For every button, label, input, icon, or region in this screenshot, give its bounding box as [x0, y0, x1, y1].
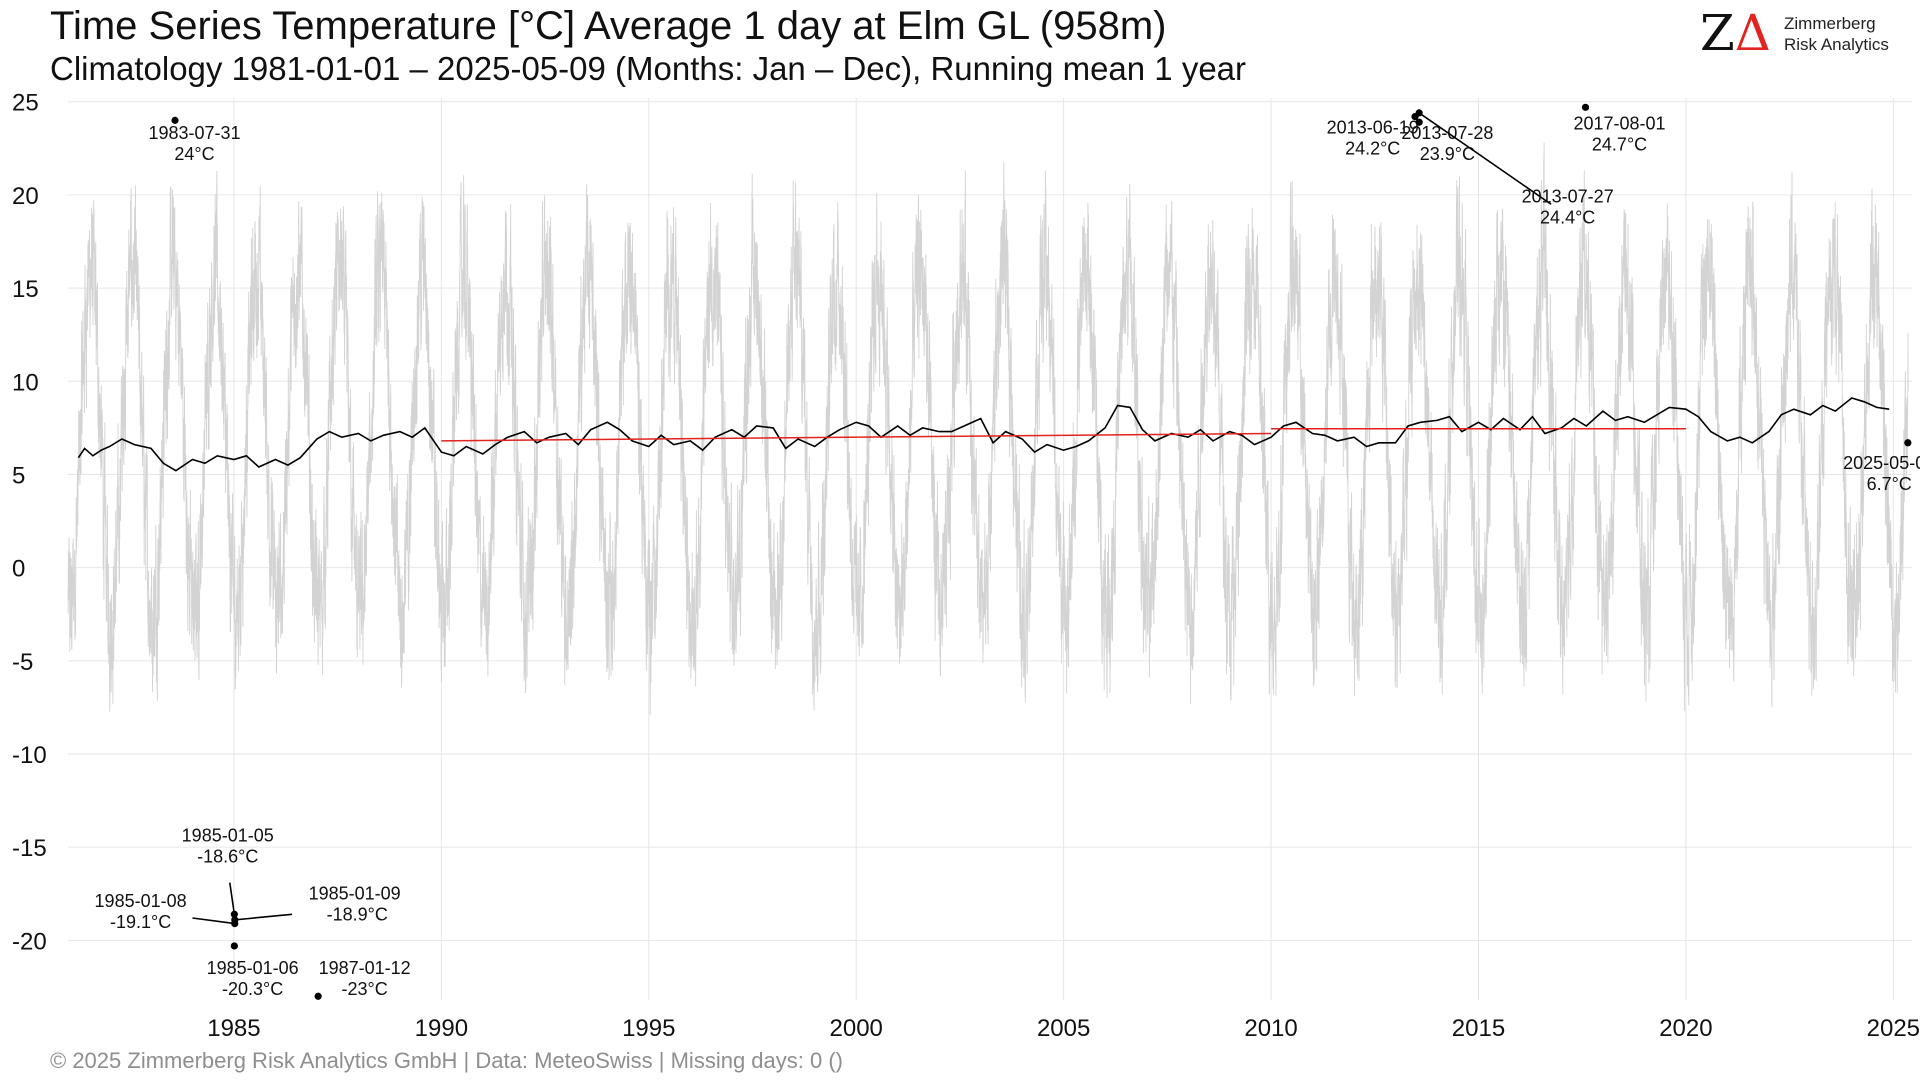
x-tick-label: 1990 [415, 1015, 468, 1042]
x-tick-label: 2010 [1244, 1015, 1297, 1042]
annotation-date: 2025-05-09 [1843, 453, 1920, 473]
x-tick-label: 2005 [1037, 1015, 1090, 1042]
annotation-date: 1985-01-05 [182, 826, 274, 846]
logo-subtitle: Risk Analytics [1784, 35, 1889, 54]
extreme-point [231, 916, 239, 924]
x-tick-label: 2015 [1452, 1015, 1505, 1042]
annotation-date: 1987-01-12 [319, 958, 411, 978]
annotation-leader [228, 882, 236, 915]
extreme-annotations: 1983-07-3124°C2013-06-1924.2°C2013-07-28… [95, 103, 1920, 1000]
decadal-mean-line [441, 432, 1272, 442]
annotation-value: 6.7°C [1867, 474, 1912, 494]
x-tick-label: 2000 [830, 1015, 883, 1042]
footer-credits: © 2025 Zimmerberg Risk Analytics GmbH | … [50, 1048, 843, 1073]
company-logo: ZΔ Zimmerberg Risk Analytics [1700, 8, 1910, 58]
annotation-date: 1985-01-06 [207, 958, 299, 978]
annotation-value: -19.1°C [110, 912, 171, 932]
logo-name: Zimmerberg [1784, 14, 1876, 33]
logo-delta-glyph: Δ [1734, 4, 1771, 62]
y-tick-label: -15 [12, 835, 47, 862]
y-tick-label: 20 [12, 183, 39, 210]
annotation-value: -23°C [342, 979, 388, 999]
annotation-value: 24.2°C [1345, 138, 1400, 158]
extreme-point [230, 942, 238, 950]
extreme-point [171, 116, 179, 124]
annotation-value: -18.6°C [197, 847, 258, 867]
y-tick-label: 15 [12, 276, 39, 303]
extreme-point [1415, 118, 1423, 126]
y-tick-label: -10 [12, 742, 47, 769]
extreme-point [230, 910, 238, 918]
chart-subtitle: Climatology 1981-01-01 – 2025-05-09 (Mon… [50, 50, 1247, 87]
annotation-value: -18.9°C [327, 904, 388, 924]
extreme-point [1904, 439, 1912, 447]
annotation-value: 24.7°C [1592, 135, 1647, 155]
annotation-value: 23.9°C [1420, 144, 1475, 164]
x-tick-label: 2025 [1867, 1015, 1920, 1042]
daily-temperature-line [67, 142, 1909, 716]
y-tick-label: -5 [12, 649, 33, 676]
annotation-date: 2013-07-27 [1522, 186, 1614, 206]
chart-title: Time Series Temperature [°C] Average 1 d… [50, 4, 1167, 48]
annotation-value: 24°C [174, 144, 214, 164]
logo-mark: ZΔ [1700, 8, 1771, 58]
y-tick-label: 10 [12, 369, 39, 396]
y-tick-label: -20 [12, 928, 47, 955]
x-tick-label: 2020 [1659, 1015, 1712, 1042]
annotation-date: 2013-06-19 [1327, 117, 1419, 137]
annotation-date: 1985-01-08 [95, 891, 187, 911]
decadal-mean-series [441, 428, 1686, 442]
annotation-date: 1985-01-09 [309, 883, 401, 903]
annotation-value: 24.4°C [1540, 207, 1595, 227]
annotation-value: -20.3°C [222, 979, 283, 999]
running-mean-series [77, 397, 1890, 472]
y-tick-label: 0 [12, 556, 25, 583]
running-mean-line [77, 397, 1890, 472]
extreme-point [1415, 109, 1423, 117]
y-tick-label: 25 [12, 90, 39, 117]
annotation-leader [1418, 112, 1552, 205]
daily-temperature-series [67, 142, 1909, 716]
x-tick-label: 1995 [622, 1015, 675, 1042]
annotation-date: 1983-07-31 [148, 123, 240, 143]
logo-z-glyph: Z [1700, 4, 1735, 62]
annotation-leader [234, 913, 293, 921]
y-tick-label: 5 [12, 462, 25, 489]
extreme-point [1581, 103, 1590, 111]
annotation-leader [192, 917, 235, 925]
extreme-point [314, 992, 322, 1000]
x-tick-label: 1985 [207, 1015, 260, 1042]
annotation-date: 2017-08-01 [1573, 114, 1665, 134]
